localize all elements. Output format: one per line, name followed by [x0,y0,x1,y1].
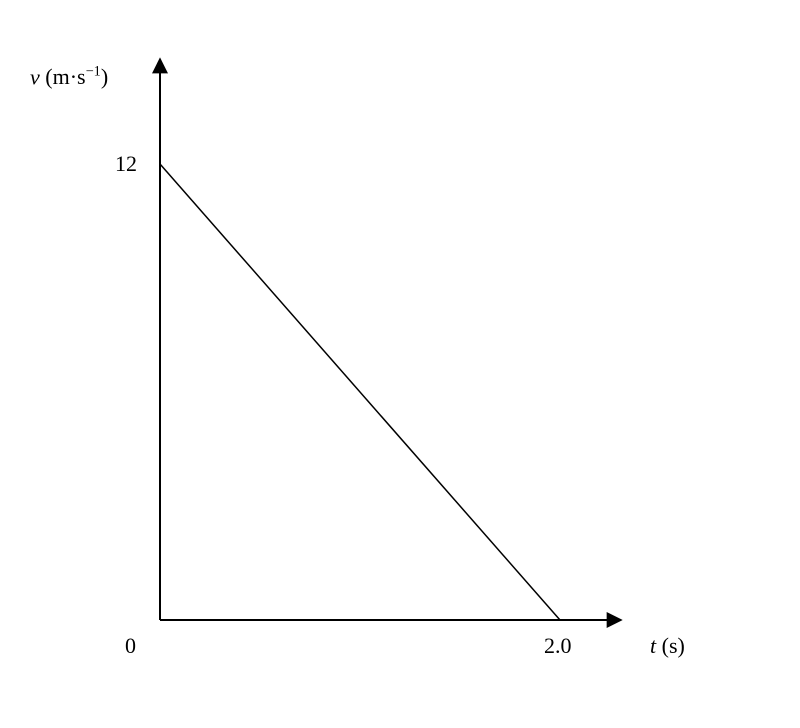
chart-svg [0,0,800,728]
x-axis-label: t (s) [650,635,685,657]
origin-label: 0 [125,635,136,657]
y-axis-unit: (m·s−1) [45,64,108,89]
y-tick-12: 12 [115,153,137,175]
x-axis-unit: (s) [662,633,685,658]
velocity-time-chart: v (m·s−1) t (s) 12 2.0 0 [0,0,800,728]
x-tick-2: 2.0 [544,635,572,657]
y-axis-variable: v [30,64,40,89]
data-line [160,164,560,620]
x-axis-variable: t [650,633,656,658]
y-axis-label: v (m·s−1) [30,65,108,88]
